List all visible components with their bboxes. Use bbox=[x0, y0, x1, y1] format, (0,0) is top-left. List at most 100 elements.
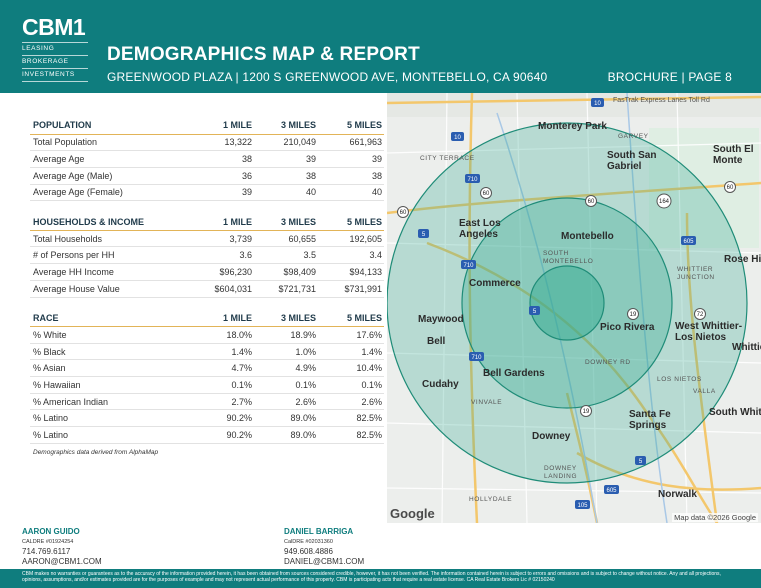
map-label-east-los-angeles: East Los Angeles bbox=[459, 218, 501, 240]
radius-3-mile bbox=[461, 197, 673, 409]
map-attribution[interactable]: Map data ©2026 Google bbox=[672, 513, 758, 522]
row-value: 18.9% bbox=[254, 326, 318, 344]
svg-text:164: 164 bbox=[659, 199, 670, 205]
table-header: POPULATION bbox=[30, 117, 190, 135]
contact-phone[interactable]: 714.769.6117 bbox=[22, 547, 71, 556]
households-income-table: HOUSEHOLDS & INCOME 1 MILE 3 MILES 5 MIL… bbox=[30, 213, 384, 298]
contact-name: AARON GUIDO bbox=[22, 527, 80, 536]
logo-line-leasing: LEASING bbox=[22, 42, 88, 56]
contact-email[interactable]: DANIEL@CBM1.COM bbox=[284, 557, 365, 566]
source-note: Demographics data derived from AlphaMap bbox=[33, 448, 159, 456]
map-label-garvey: GARVEY bbox=[618, 133, 649, 140]
shield-105: 105 bbox=[575, 500, 590, 509]
map-label-montebello: Montebello bbox=[561, 231, 614, 242]
contact-email[interactable]: AARON@CBM1.COM bbox=[22, 557, 102, 566]
contact-phone[interactable]: 949.608.4886 bbox=[284, 547, 333, 556]
header-bar: CBM1 LEASING BROKERAGE INVESTMENTS DEMOG… bbox=[0, 0, 761, 93]
map-label-valla: VALLA bbox=[693, 388, 716, 395]
map-label-hollydale: HOLLYDALE bbox=[469, 496, 513, 503]
svg-text:710: 710 bbox=[467, 177, 478, 183]
contact-name: DANIEL BARRIGA bbox=[284, 527, 354, 536]
footer-disclaimer: CBM makes no warranties or guarantees as… bbox=[0, 569, 761, 588]
svg-text:5: 5 bbox=[533, 309, 537, 315]
svg-text:105: 105 bbox=[577, 503, 588, 509]
map-label-rose-hills: Rose Hil bbox=[724, 254, 761, 265]
map-label-los-nietos: LOS NIETOS bbox=[657, 376, 702, 383]
svg-text:60: 60 bbox=[483, 191, 490, 197]
table-header-row: RACE 1 MILE 3 MILES 5 MILES bbox=[30, 309, 384, 327]
row-value: 10.4% bbox=[318, 359, 384, 378]
shield-710-south: 710 bbox=[469, 352, 484, 361]
map-label-commerce: Commerce bbox=[469, 278, 521, 289]
table-header: 5 MILES bbox=[318, 117, 384, 135]
row-label: % White bbox=[30, 326, 190, 344]
table-row: % Black 1.4% 1.0% 1.4% bbox=[30, 343, 384, 361]
shield-5-north: 5 bbox=[418, 229, 429, 238]
row-value: 2.6% bbox=[254, 393, 318, 411]
radius-map[interactable]: 10 10 710 60 60 60 164 5 605 710 5 19 72… bbox=[387, 93, 761, 523]
table-header: 1 MILE bbox=[190, 213, 254, 231]
row-value: $731,991 bbox=[318, 280, 384, 298]
row-label: # of Persons per HH bbox=[30, 246, 190, 265]
shield-164: 164 bbox=[656, 193, 672, 209]
row-value: 90.2% bbox=[190, 426, 254, 444]
shield-60-east: 60 bbox=[724, 181, 736, 193]
race-table: RACE 1 MILE 3 MILES 5 MILES % White 18.0%… bbox=[30, 309, 384, 444]
table-header: 3 MILES bbox=[254, 213, 318, 231]
row-value: 3,739 bbox=[190, 230, 254, 248]
row-value: 3.4 bbox=[318, 246, 384, 265]
map-label-downey-rd: DOWNEY RD bbox=[585, 359, 631, 366]
map-canvas: 10 10 710 60 60 60 164 5 605 710 5 19 72… bbox=[387, 93, 761, 523]
row-value: 89.0% bbox=[254, 409, 318, 428]
row-value: 90.2% bbox=[190, 409, 254, 428]
row-value: 4.9% bbox=[254, 359, 318, 378]
map-label-norwalk: Norwalk bbox=[658, 489, 697, 500]
svg-text:710: 710 bbox=[463, 263, 474, 269]
table-row: % Asian 4.7% 4.9% 10.4% bbox=[30, 359, 384, 378]
row-value: $604,031 bbox=[190, 280, 254, 298]
map-label-santa-fe-springs: Santa Fe Springs bbox=[629, 409, 671, 431]
table-header: 5 MILES bbox=[318, 309, 384, 327]
row-label: % Hawaiian bbox=[30, 376, 190, 394]
table-row: # of Persons per HH 3.6 3.5 3.4 bbox=[30, 246, 384, 265]
cbm1-logo[interactable]: CBM1 LEASING BROKERAGE INVESTMENTS bbox=[22, 14, 94, 82]
table-row: Average House Value $604,031 $721,731 $731,… bbox=[30, 280, 384, 298]
row-value: 0.1% bbox=[190, 376, 254, 394]
row-value: 13,322 bbox=[190, 134, 254, 152]
population-rows: Total Population 13,322 210,049 661,963 Aver… bbox=[30, 134, 384, 202]
shield-10: 10 bbox=[451, 132, 464, 141]
row-label: % Latino bbox=[30, 426, 190, 444]
table-row: Average Age (Female) 39 40 40 bbox=[30, 184, 384, 202]
row-value: 18.0% bbox=[190, 326, 254, 344]
contact-daniel-barriga: DANIEL BARRIGA CalDRE #02031360 949.608.… bbox=[284, 527, 364, 567]
row-value: 38 bbox=[190, 150, 254, 168]
row-value: $721,731 bbox=[254, 280, 318, 298]
row-value: 3.6 bbox=[190, 246, 254, 265]
page-title: DEMOGRAPHICS MAP & REPORT bbox=[107, 44, 420, 65]
svg-text:10: 10 bbox=[454, 135, 461, 141]
map-label-west-whittier: West Whittier-Los Nietos bbox=[675, 321, 743, 343]
radius-1-mile bbox=[529, 265, 605, 341]
row-label: Average Age (Male) bbox=[30, 167, 190, 185]
row-value: 39 bbox=[190, 184, 254, 202]
table-header: RACE bbox=[30, 309, 190, 327]
table-row: Average Age 38 39 39 bbox=[30, 150, 384, 168]
map-label-maywood: Maywood bbox=[418, 314, 464, 325]
google-logo[interactable]: Google bbox=[390, 506, 435, 521]
row-value: 39 bbox=[318, 150, 384, 168]
table-row: Total Population 13,322 210,049 661,963 bbox=[30, 134, 384, 152]
row-value: 17.6% bbox=[318, 326, 384, 344]
table-row: % Latino 90.2% 89.0% 82.5% bbox=[30, 426, 384, 444]
table-row: % American Indian 2.7% 2.6% 2.6% bbox=[30, 393, 384, 411]
contact-license: CALDRE #01924254 bbox=[22, 539, 74, 545]
logo-line-brokerage: BROKERAGE bbox=[22, 56, 88, 69]
row-value: $98,409 bbox=[254, 263, 318, 281]
row-value: 1.0% bbox=[254, 343, 318, 361]
row-value: 39 bbox=[254, 150, 318, 168]
table-row: Average Age (Male) 36 38 38 bbox=[30, 167, 384, 185]
map-label-south-el-monte: South El Monte bbox=[713, 144, 754, 166]
row-value: $94,133 bbox=[318, 263, 384, 281]
table-header: 5 MILES bbox=[318, 213, 384, 231]
table-row: Total Households 3,739 60,655 192,605 bbox=[30, 230, 384, 248]
shield-605-north: 605 bbox=[681, 236, 696, 245]
